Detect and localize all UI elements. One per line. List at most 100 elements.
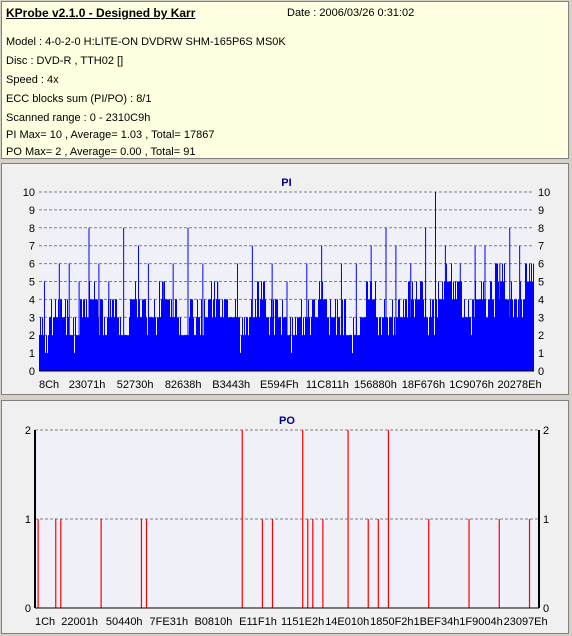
pi-bar xyxy=(238,317,239,371)
y-tick-label-right: 1 xyxy=(543,514,549,526)
pi-bar xyxy=(490,281,491,371)
pi-bar xyxy=(293,335,294,371)
pi-bar xyxy=(430,299,431,371)
y-tick-label-left: 0 xyxy=(25,603,31,615)
pi-chart: PI 0 0 1 1 2 2 3 3 4 4 5 5 6 6 7 7 8 8 9 9 10 10 8Ch 23071h 52730… xyxy=(23,177,551,391)
pi-bar xyxy=(334,317,335,371)
pi-bar xyxy=(184,335,185,371)
pi-bar xyxy=(42,317,43,371)
pi-bar xyxy=(136,299,137,371)
pi-bar xyxy=(408,281,409,371)
pi-bar xyxy=(198,317,199,371)
pi-bar xyxy=(444,281,445,371)
pi-bar xyxy=(502,263,503,371)
pi-bar xyxy=(200,335,201,371)
pi-bar xyxy=(159,281,160,371)
pi-bar xyxy=(350,335,351,371)
pi-bar xyxy=(438,281,439,371)
pi-bar xyxy=(191,299,192,371)
pi-bar xyxy=(522,317,523,371)
pi-bar xyxy=(162,281,163,371)
pi-bar xyxy=(222,299,223,371)
pi-spike xyxy=(425,227,427,371)
pi-bar xyxy=(361,317,362,371)
pi-bar xyxy=(213,299,214,371)
pi-bar xyxy=(511,281,512,371)
pi-spike xyxy=(172,263,174,371)
y-tick-label-right: 7 xyxy=(538,241,544,253)
pi-bar xyxy=(204,299,205,371)
pi-bar xyxy=(352,353,353,371)
pi-bar xyxy=(215,317,216,371)
pi-bar xyxy=(526,263,527,371)
pi-bar xyxy=(508,299,509,371)
pi-bar xyxy=(400,317,401,371)
pi-bar xyxy=(461,281,462,371)
po-bar xyxy=(528,519,531,608)
pi-bar xyxy=(63,317,64,371)
info-panel: KProbe v2.1.0 - Designed by Karr Date : … xyxy=(1,1,569,159)
x-tick-label: 1850F2h xyxy=(370,616,413,628)
pi-bar xyxy=(489,299,490,371)
x-tick-label: 1BEF34h xyxy=(413,616,459,628)
pi-bar xyxy=(171,299,172,371)
po-bar xyxy=(387,430,389,608)
pi-bar xyxy=(348,335,349,371)
pi-bar xyxy=(532,281,533,371)
pi-bar xyxy=(422,281,423,371)
pi-spike xyxy=(484,245,486,371)
x-tick-label: 52730h xyxy=(117,379,154,391)
pi-bar xyxy=(513,317,514,371)
pi-bar xyxy=(424,317,425,371)
pi-bar xyxy=(312,299,313,371)
pi-bar xyxy=(426,317,427,371)
pi-spike xyxy=(138,245,139,371)
pi-bar xyxy=(441,299,442,371)
pi-bar xyxy=(432,299,433,371)
pi-bar xyxy=(70,335,71,371)
pi-bar xyxy=(144,299,145,371)
pi-spike xyxy=(410,263,412,371)
po-bar xyxy=(367,519,369,608)
pi-bar xyxy=(440,299,441,371)
pi-bar xyxy=(453,281,454,371)
x-tick-label: 22001h xyxy=(61,616,98,628)
pi-bar xyxy=(220,317,221,371)
pi-bar xyxy=(454,299,455,371)
pi-bar xyxy=(119,335,120,371)
pi-bar xyxy=(353,317,354,371)
pi-bar xyxy=(97,299,98,371)
pi-bar xyxy=(388,335,389,371)
pi-bar xyxy=(80,299,81,371)
pi-bar xyxy=(53,317,54,371)
pi-bar xyxy=(516,299,517,371)
pi-bar xyxy=(74,353,75,371)
pi-bar xyxy=(195,335,196,371)
y-tick-label-left: 5 xyxy=(29,277,35,289)
pi-bar xyxy=(39,335,40,371)
pi-bar xyxy=(337,299,338,371)
pi-bar xyxy=(169,299,170,371)
pi-bar xyxy=(338,317,339,371)
pi-bar xyxy=(531,263,532,371)
pi-bar xyxy=(277,299,278,371)
pi-bar xyxy=(111,317,112,371)
pi-bar xyxy=(92,299,93,371)
x-tick-label: 23071h xyxy=(69,379,106,391)
pi-bar xyxy=(135,281,136,371)
pi-spike xyxy=(123,227,125,371)
pi-spike xyxy=(435,192,436,371)
pi-bar xyxy=(311,317,312,371)
pi-bar xyxy=(151,317,152,371)
pi-bar xyxy=(360,317,361,371)
po-chart: PO 0 0 1 1 2 2 1Ch 22001h 50440h 7FE31h B0810h E11F1… xyxy=(25,415,549,628)
pi-bar xyxy=(282,299,283,371)
pi-bar xyxy=(474,317,475,371)
pi-bar xyxy=(294,335,295,371)
pi-bar xyxy=(427,317,428,371)
pi-bar xyxy=(498,281,499,371)
speed-line: Speed : 4x xyxy=(6,74,59,86)
pi-bar xyxy=(115,299,116,371)
pi-bar xyxy=(67,299,68,371)
pi-bar xyxy=(56,317,57,371)
